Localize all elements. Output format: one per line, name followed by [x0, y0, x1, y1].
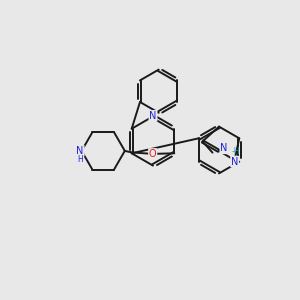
- Text: N: N: [220, 143, 228, 153]
- Text: N: N: [149, 111, 157, 121]
- Text: -H: -H: [232, 147, 240, 156]
- Text: O: O: [149, 149, 157, 159]
- Text: H: H: [77, 155, 83, 164]
- Text: N: N: [76, 146, 84, 156]
- Text: N: N: [231, 157, 238, 166]
